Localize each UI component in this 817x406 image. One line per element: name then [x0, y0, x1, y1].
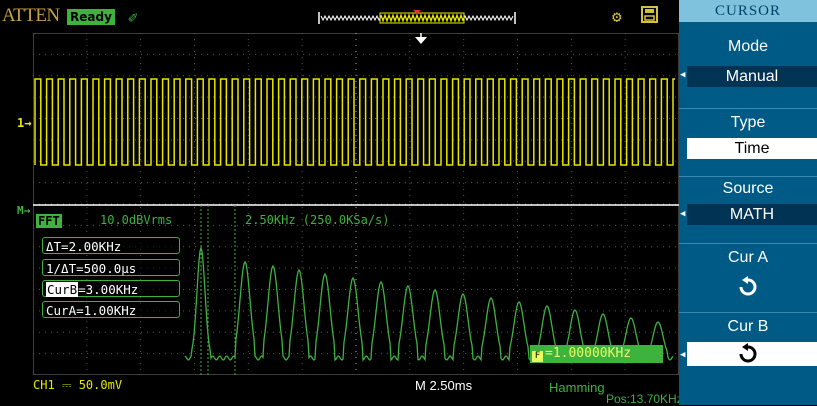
menu-item-value: MATH — [687, 204, 817, 225]
brand-logo: ATTEN — [2, 5, 60, 26]
select-arrow-icon: ◀ — [680, 70, 686, 80]
menu-item-cur-a[interactable]: Cur A — [679, 243, 817, 311]
ch1-scale-readout: CH1 ⎓ 50.0mV — [33, 378, 123, 392]
graticule — [33, 33, 679, 375]
menu-divider — [679, 108, 817, 109]
trigger-position-marker — [415, 37, 427, 44]
frequency-icon: F — [532, 351, 543, 362]
timebase-readout: M 2.50ms — [415, 378, 473, 393]
waveform-memory-map — [318, 10, 516, 24]
menu-item-label: Cur A — [727, 249, 768, 266]
menu-divider — [679, 312, 817, 313]
frequency-value: =1.00000KHz — [545, 346, 632, 361]
menu-title: CURSOR — [679, 0, 817, 22]
menu-item-label: Cur B — [727, 318, 769, 335]
select-arrow-icon: ◀ — [680, 350, 686, 360]
menu-item-label: Source — [722, 180, 774, 197]
acquisition-status-badge: Ready — [67, 9, 115, 25]
fft-label: FFT — [36, 214, 62, 228]
cursor-b-value: =3.00KHz — [78, 282, 139, 297]
menu-item-source[interactable]: Source ◀ MATH — [679, 176, 817, 244]
select-arrow-icon: ◀ — [680, 209, 686, 219]
menu-item-cur-b[interactable]: Cur B ◀ — [679, 312, 817, 380]
status-bar: ATTEN Ready ✐ ⚙ — [0, 0, 679, 32]
fft-scale: 10.0dBVrms — [100, 213, 173, 227]
ch1-waveform — [34, 78, 675, 166]
fft-span: 2.50KHz (250.0KSa/s) — [245, 213, 390, 227]
cursor-a-readout: CurA=1.00KHz — [42, 301, 180, 318]
math-level-marker[interactable]: M→ — [17, 204, 31, 217]
ch1-level-marker[interactable]: 1→ — [17, 116, 32, 130]
frequency-counter: F =1.00000KHz — [530, 345, 663, 363]
rotary-knob-icon — [739, 343, 757, 363]
cursor-menu: CURSOR Mode ◀ Manual Type Time Source ◀ … — [679, 0, 817, 405]
menu-item-value: Manual — [687, 66, 817, 87]
menu-item-label: Mode — [727, 38, 769, 55]
menu-divider — [679, 176, 817, 177]
delta-readout: ΔT=2.00KHz — [42, 237, 180, 254]
rotary-knob-icon — [739, 276, 757, 296]
menu-item-value-box — [687, 342, 817, 366]
cursor-b-tag: CurB — [46, 282, 79, 297]
menu-item-type[interactable]: Type Time — [679, 108, 817, 176]
fft-window-readout: Hamming — [549, 380, 605, 395]
cursor-b-readout: CurB=3.00KHz — [42, 280, 180, 297]
status-footer: CH1 ⎓ 50.0mV M 2.50ms Hamming Pos:13.70K… — [0, 375, 683, 406]
trigger-status-icon: ✐ — [128, 8, 138, 27]
menu-item-mode[interactable]: Mode ◀ Manual — [679, 22, 817, 90]
menu-divider — [679, 243, 817, 244]
menu-item-value: Time — [687, 138, 817, 159]
inverse-delta-readout: 1/ΔT=500.0μs — [42, 259, 180, 276]
position-readout: Pos:13.70KHz — [606, 392, 683, 406]
usb-icon: ⚙ — [612, 7, 622, 26]
menu-item-label: Type — [730, 114, 766, 131]
save-icon — [641, 6, 658, 23]
